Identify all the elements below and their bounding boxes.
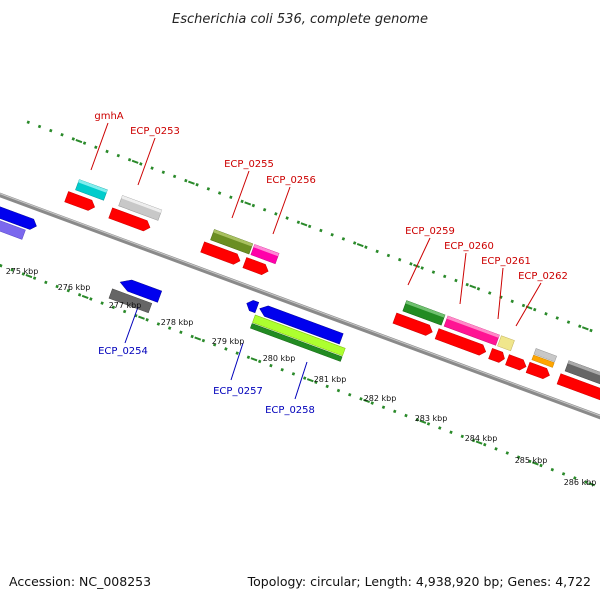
cds-ECP_0259[interactable]: [392, 312, 434, 337]
outer-scale-dots: [26, 120, 600, 353]
gene-ECP_0261-feature[interactable]: [497, 335, 515, 352]
callout-lines: [90, 122, 542, 400]
cds-ECP_0260[interactable]: [434, 328, 488, 357]
label-ECP_0256[interactable]: ECP_0256: [266, 175, 316, 186]
gene-labels: gmhA ECP_0253 ECP_0255 ECP_0256 ECP_0259…: [94, 111, 568, 416]
cds-ECP_0261-a[interactable]: [488, 348, 507, 364]
gene-ECP_0254-feature[interactable]: [108, 288, 153, 314]
genome-summary-text: Topology: circular; Length: 4,938,920 bp…: [247, 574, 591, 589]
callout-ECP_0258: [294, 361, 308, 400]
callout-ECP_0257: [230, 342, 244, 381]
label-ECP_0254[interactable]: ECP_0254: [98, 346, 148, 357]
gene-ECP_0262-feature[interactable]: [533, 348, 557, 363]
cds-ECP_0262[interactable]: [525, 361, 551, 380]
cds-ECP_0256[interactable]: [242, 257, 270, 276]
scale-label-283: 283 kbp: [415, 414, 448, 423]
scale-label-281: 281 kbp: [314, 375, 347, 384]
gene-highlight: [567, 360, 600, 385]
inner-scale-dots: [0, 255, 597, 488]
callout-ECP_0259: [407, 237, 431, 286]
cds-ECP_0254[interactable]: [118, 277, 163, 303]
scale-label-277: 277 kbp: [109, 301, 142, 310]
label-gmhA[interactable]: gmhA: [94, 111, 123, 122]
map-title: Escherichia coli 536, complete genome: [172, 12, 428, 27]
gene-gmhA-feature[interactable]: [75, 179, 108, 201]
label-ECP_0260[interactable]: ECP_0260: [444, 241, 494, 252]
gene-ECP_0259-feature[interactable]: [402, 300, 446, 326]
scale-label-285: 285 kbp: [515, 456, 548, 465]
gene-highlight: [213, 229, 253, 247]
forward-feature-track: [64, 179, 600, 408]
reverse-feature-track: [0, 198, 346, 362]
gene-ECP_0260-feature[interactable]: [443, 315, 500, 346]
cds-ECP_0257[interactable]: [258, 303, 344, 345]
callout-ECP_0260: [459, 252, 467, 305]
genome-track: [0, 120, 600, 488]
gene-highlight: [78, 179, 108, 193]
label-ECP_0253[interactable]: ECP_0253: [130, 126, 180, 137]
backbone-highlight: [0, 189, 600, 438]
label-ECP_0261[interactable]: ECP_0261: [481, 256, 531, 267]
scale-label-282: 282 kbp: [364, 394, 397, 403]
scale-labels: 275 kbp 276 kbp 277 kbp 278 kbp 279 kbp …: [6, 267, 597, 487]
label-ECP_0257[interactable]: ECP_0257: [213, 386, 263, 397]
gene-highlight: [121, 195, 162, 213]
label-ECP_0258[interactable]: ECP_0258: [265, 405, 315, 416]
callout-ECP_0254: [124, 306, 139, 344]
genome-backbone: [0, 189, 600, 440]
scale-label-276: 276 kbp: [58, 283, 91, 292]
cds-small-blue[interactable]: [245, 299, 260, 314]
gene-left-purple[interactable]: [0, 210, 26, 240]
cds-ECP_0261-b[interactable]: [505, 354, 528, 372]
gene-ECP_0262-feature-2[interactable]: [531, 354, 555, 368]
callout-ECP_0255: [231, 170, 250, 219]
scale-label-280: 280 kbp: [263, 354, 296, 363]
callout-ECP_0253: [137, 137, 156, 186]
cds-left-blue[interactable]: [0, 198, 38, 231]
scale-label-279: 279 kbp: [212, 337, 245, 346]
cds-gmhA[interactable]: [64, 191, 97, 213]
gene-ECP_0258-feature[interactable]: [250, 323, 343, 362]
scale-label-286: 286 kbp: [564, 478, 597, 487]
accession-text: Accession: NC_008253: [9, 574, 151, 589]
callout-ECP_0262: [515, 282, 542, 327]
scale-label-275: 275 kbp: [6, 267, 39, 276]
gene-highlight: [405, 300, 446, 318]
label-ECP_0255[interactable]: ECP_0255: [224, 159, 274, 170]
scale-label-284: 284 kbp: [465, 434, 498, 443]
gene-highlight: [253, 244, 280, 257]
callout-ECP_0256: [272, 186, 291, 235]
gene-ECP_0257-feature[interactable]: [252, 314, 346, 357]
cds-next[interactable]: [556, 373, 600, 408]
callout-ECP_0261: [497, 267, 504, 320]
scale-label-278: 278 kbp: [161, 318, 194, 327]
label-ECP_0262[interactable]: ECP_0262: [518, 271, 568, 282]
label-ECP_0259[interactable]: ECP_0259: [405, 226, 455, 237]
callout-gmhA: [90, 122, 109, 171]
cds-ECP_0255[interactable]: [200, 241, 242, 266]
gene-highlight: [446, 315, 500, 338]
cds-ECP_0253[interactable]: [108, 207, 152, 233]
